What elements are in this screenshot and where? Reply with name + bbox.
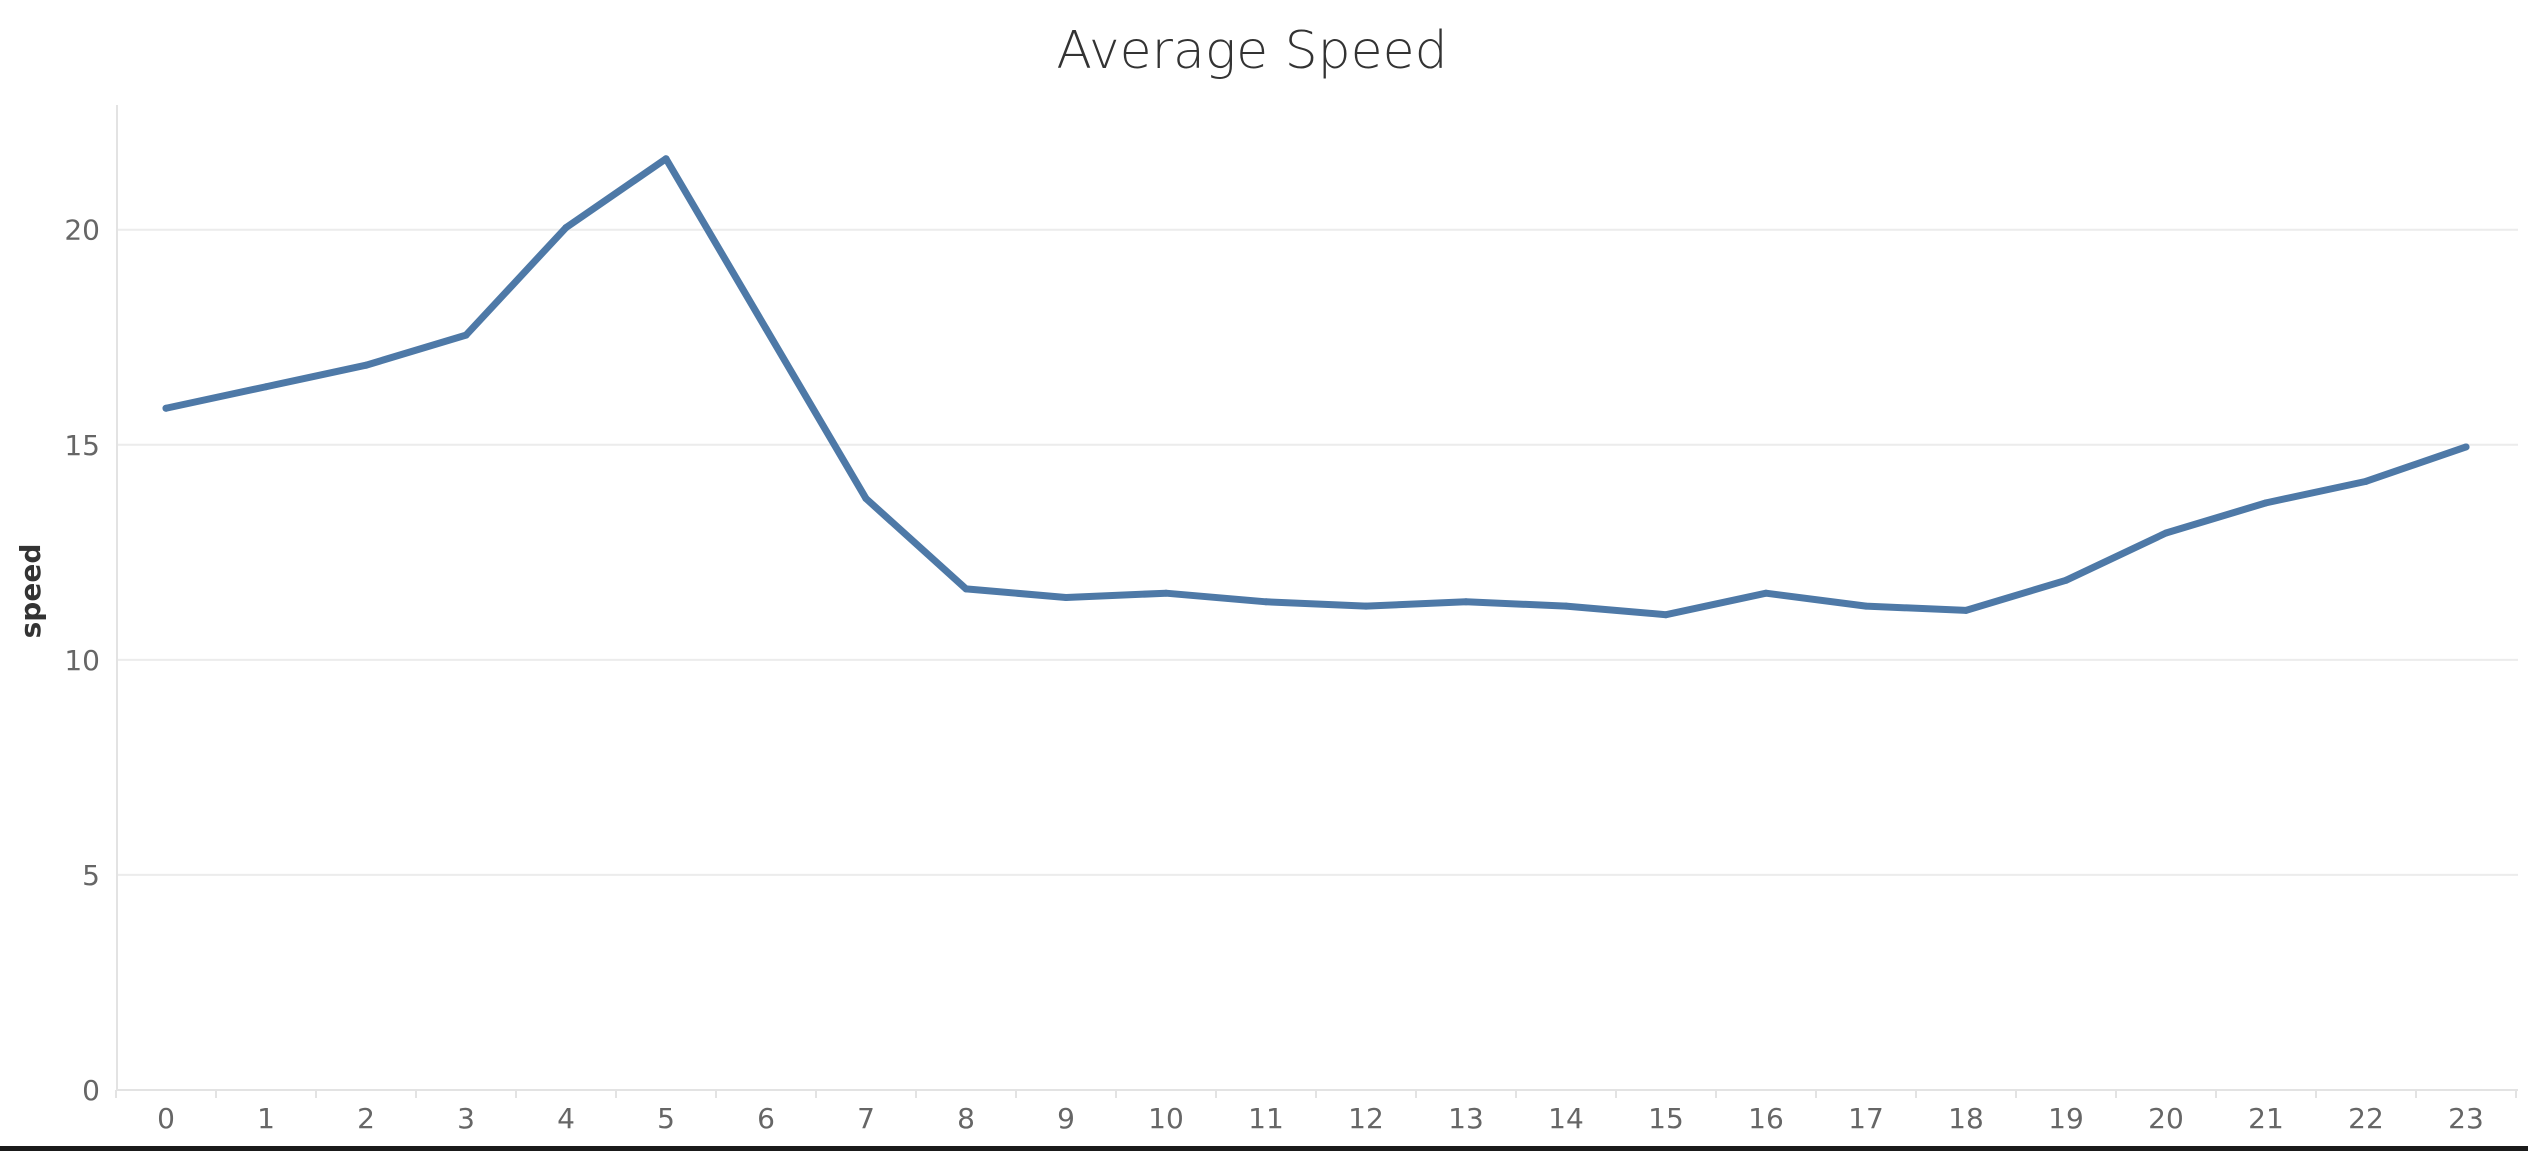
data-point xyxy=(2462,443,2470,451)
data-point xyxy=(462,331,470,339)
gridlines xyxy=(117,228,2518,876)
chart-title: Average Speed xyxy=(1056,21,1447,81)
x-tick-label: 21 xyxy=(2248,1102,2284,1135)
data-point xyxy=(1862,602,1870,610)
data-point xyxy=(1762,589,1770,597)
x-tick-label: 11 xyxy=(1248,1102,1284,1135)
data-point xyxy=(1962,606,1970,614)
data-point xyxy=(1462,598,1470,606)
data-point xyxy=(862,495,870,503)
data-point xyxy=(262,383,270,391)
data-point xyxy=(1562,602,1570,610)
data-point xyxy=(662,155,670,163)
x-tick-label: 8 xyxy=(957,1102,975,1135)
x-tick-label: 12 xyxy=(1348,1102,1384,1135)
bottom-edge xyxy=(0,1146,2528,1151)
series-line xyxy=(162,155,2470,619)
data-point xyxy=(362,361,370,369)
x-tick-label: 6 xyxy=(757,1102,775,1135)
y-axis-label: speed xyxy=(14,544,47,639)
y-tick-label: 20 xyxy=(64,214,100,247)
x-tick-label: 0 xyxy=(157,1102,175,1135)
x-tick-label: 22 xyxy=(2348,1102,2384,1135)
data-point xyxy=(1662,611,1670,619)
data-point xyxy=(562,224,570,232)
data-point xyxy=(162,404,170,412)
data-point xyxy=(1362,602,1370,610)
x-tick-label: 4 xyxy=(557,1102,575,1135)
x-tick-label: 20 xyxy=(2148,1102,2184,1135)
data-point xyxy=(1062,594,1070,601)
x-tick-label: 9 xyxy=(1057,1102,1075,1135)
x-axis-ticks: 0 1 2 3 4 5 6 7 8 9 10 11 12 13 14 15 16 17 18 19 20 21 22 23 xyxy=(115,1090,2517,1135)
axes xyxy=(116,105,2518,1091)
data-point xyxy=(2162,529,2170,537)
series-layer xyxy=(162,155,2470,619)
x-tick-label: 23 xyxy=(2448,1102,2484,1135)
data-point xyxy=(962,585,970,593)
y-tick-label: 15 xyxy=(64,429,100,462)
x-tick-label: 14 xyxy=(1548,1102,1584,1135)
data-point xyxy=(2262,499,2270,507)
y-tick-label: 10 xyxy=(64,644,100,677)
x-tick-label: 1 xyxy=(257,1102,275,1135)
x-tick-label: 15 xyxy=(1648,1102,1684,1135)
x-tick-label: 7 xyxy=(857,1102,875,1135)
y-tick-label: 5 xyxy=(82,859,100,892)
x-tick-label: 19 xyxy=(2048,1102,2084,1135)
y-tick-label: 0 xyxy=(82,1074,100,1107)
x-tick-label: 18 xyxy=(1948,1102,1984,1135)
x-tick-label: 13 xyxy=(1448,1102,1484,1135)
x-tick-label: 5 xyxy=(657,1102,675,1135)
data-point xyxy=(2062,576,2070,584)
data-point xyxy=(1262,598,1270,606)
data-point xyxy=(762,325,770,333)
x-tick-label: 2 xyxy=(357,1102,375,1135)
x-tick-label: 3 xyxy=(457,1102,475,1135)
data-point xyxy=(1162,589,1170,597)
x-tick-label: 17 xyxy=(1848,1102,1884,1135)
y-axis-ticks: 0 5 10 15 20 xyxy=(64,214,100,1107)
x-tick-label: 10 xyxy=(1148,1102,1184,1135)
data-point xyxy=(2362,477,2370,485)
x-tick-label: 16 xyxy=(1748,1102,1784,1135)
